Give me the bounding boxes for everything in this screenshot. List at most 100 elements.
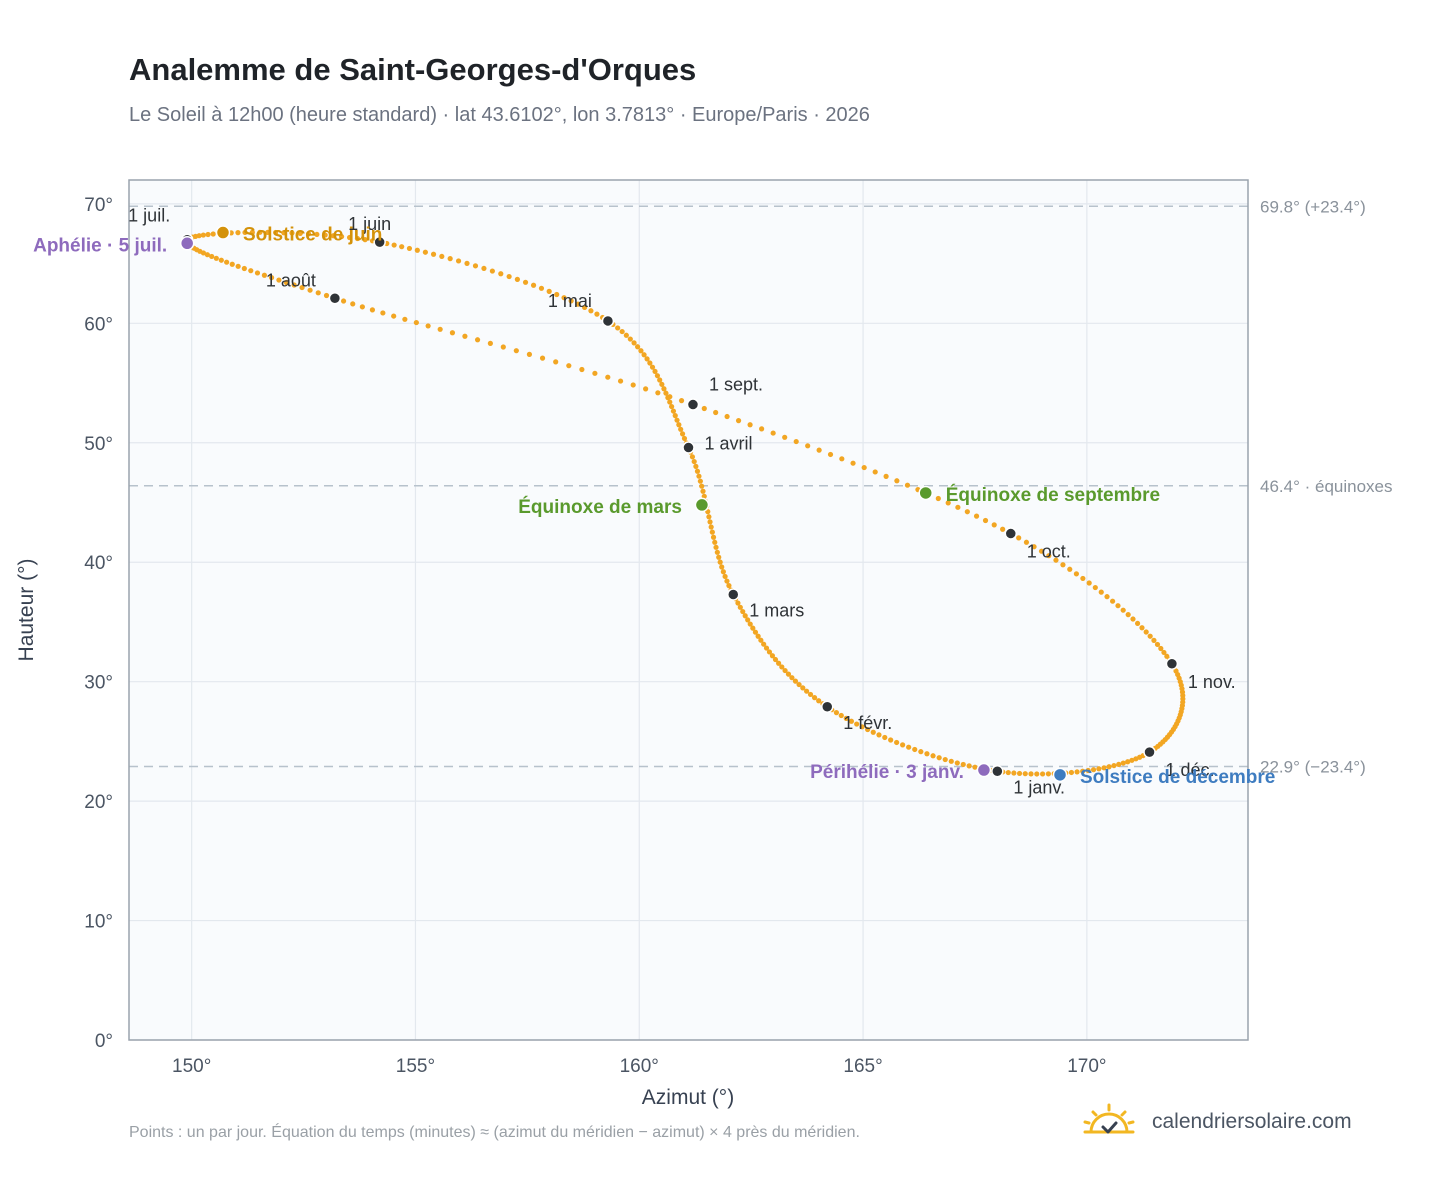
event-label: Équinoxe de septembre	[946, 484, 1160, 506]
daily-point	[617, 378, 624, 384]
daily-point	[1045, 771, 1052, 777]
daily-point	[696, 473, 702, 479]
x-axis-label: Azimut (°)	[642, 1086, 734, 1109]
daily-point	[681, 435, 688, 442]
daily-point	[667, 399, 673, 405]
daily-point	[1125, 612, 1131, 618]
daily-point	[672, 413, 678, 419]
daily-point	[437, 326, 443, 332]
daily-point	[380, 310, 386, 316]
daily-point	[1067, 566, 1073, 572]
daily-point	[679, 431, 686, 437]
month-point	[1143, 745, 1156, 759]
daily-point	[561, 295, 567, 301]
daily-point	[659, 381, 665, 387]
daily-point	[745, 617, 751, 623]
daily-point	[635, 344, 641, 350]
daily-point	[605, 374, 611, 380]
event-point	[1052, 767, 1068, 783]
daily-point	[1158, 645, 1164, 652]
daily-point	[972, 764, 978, 770]
daily-point	[487, 340, 493, 346]
month-point	[991, 765, 1004, 778]
daily-point	[514, 276, 520, 282]
reference-lines: 69.8° (+23.4°) 46.4° · équinoxes 22.9° (−2…	[129, 197, 1393, 776]
daily-point	[782, 667, 788, 674]
daily-point	[1098, 589, 1104, 595]
daily-point	[1164, 653, 1170, 659]
daily-point	[761, 641, 767, 647]
month-point-label: 1 oct.	[1027, 542, 1071, 562]
event-point	[179, 236, 195, 251]
daily-point	[966, 763, 972, 769]
daily-point	[526, 351, 533, 357]
daily-point	[789, 675, 795, 681]
daily-point	[652, 368, 658, 375]
daily-point	[948, 758, 954, 764]
daily-point	[1086, 580, 1092, 586]
daily-point	[870, 729, 876, 735]
daily-point	[498, 271, 504, 277]
month-point-label: 1 mai	[548, 291, 592, 311]
daily-point	[623, 332, 629, 338]
month-point-label: 1 mars	[749, 600, 804, 620]
daily-point	[960, 761, 966, 768]
brand[interactable]: calendriersolaire.com	[1082, 1100, 1352, 1144]
daily-point	[439, 253, 445, 260]
daily-point	[200, 250, 207, 256]
daily-point	[1060, 562, 1066, 568]
daily-point	[694, 468, 701, 474]
daily-point	[1111, 762, 1117, 769]
daily-point	[522, 279, 529, 285]
month-point	[601, 314, 615, 328]
daily-point	[676, 422, 682, 428]
daily-point	[859, 724, 865, 730]
page-title: Analemme de Saint-Georges-d'Orques	[129, 52, 697, 87]
daily-point	[1115, 603, 1121, 609]
y-tick-label: 20°	[84, 792, 113, 813]
daily-point	[861, 464, 867, 471]
y-tick-label: 70°	[84, 195, 113, 216]
daily-point	[338, 233, 345, 240]
daily-point	[643, 386, 649, 392]
month-point-label: 1 janv.	[1013, 777, 1065, 797]
y-tick-label: 50°	[84, 434, 113, 455]
daily-point	[697, 478, 703, 484]
daily-point	[888, 737, 894, 743]
daily-point	[770, 430, 776, 436]
daily-point	[1090, 767, 1097, 773]
daily-point	[554, 291, 560, 298]
daily-point	[713, 409, 719, 416]
month-point	[1165, 657, 1179, 670]
daily-point	[854, 721, 860, 727]
daily-point	[630, 382, 636, 388]
daily-point	[669, 403, 675, 410]
event-point	[918, 485, 933, 501]
daily-point	[785, 671, 792, 677]
daily-point	[906, 744, 912, 750]
daily-point	[299, 284, 305, 291]
daily-point	[742, 613, 748, 619]
month-markers: 1 janv. 1 févr. 1 mars 1 avril 1 mai 1 juin 1 …	[128, 206, 1235, 798]
daily-point	[1129, 757, 1135, 763]
daily-point	[489, 268, 495, 274]
daily-point	[307, 287, 313, 293]
plot-background	[129, 180, 1248, 1040]
daily-point	[248, 268, 254, 274]
daily-point	[942, 756, 948, 763]
brand-name[interactable]: calendriersolaire.com	[1152, 1110, 1352, 1133]
daily-point	[1028, 771, 1034, 777]
daily-point	[758, 637, 764, 643]
daily-point	[566, 363, 572, 369]
daily-point	[769, 653, 776, 659]
daily-point	[254, 270, 261, 276]
daily-point	[964, 509, 970, 515]
daily-point	[513, 348, 519, 354]
daily-point	[807, 691, 814, 698]
daily-point	[850, 460, 856, 466]
daily-point	[735, 418, 742, 424]
daily-point	[726, 583, 732, 589]
y-tick-label: 0°	[95, 1031, 113, 1052]
event-label: Solstice de juin	[243, 225, 382, 246]
daily-point	[638, 348, 644, 354]
